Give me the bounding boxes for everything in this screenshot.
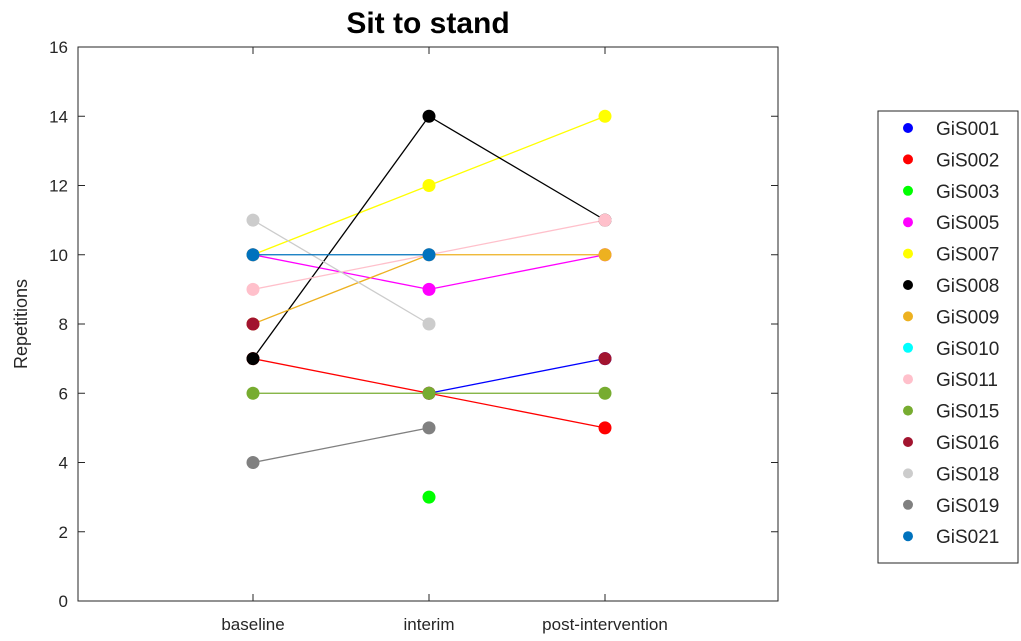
y-tick-label: 6: [59, 384, 68, 403]
legend-label: GiS003: [936, 182, 999, 203]
legend-marker: [903, 217, 913, 228]
series-line-gis007: [252, 184, 430, 256]
y-axis-label: Repetitions: [11, 279, 31, 369]
data-point-gis002: [598, 421, 612, 435]
data-point-gis016: [246, 317, 260, 331]
legend-marker: [903, 123, 913, 133]
series-line-gis018: [252, 219, 430, 325]
legend-marker: [903, 437, 913, 447]
legend-label: GiS011: [936, 370, 998, 391]
data-point-gis003: [422, 490, 436, 504]
series-line-gis009: [252, 254, 430, 325]
x-tick-label: post-intervention: [542, 615, 668, 634]
data-point-gis021: [246, 248, 260, 262]
data-point-gis018: [422, 317, 436, 331]
legend-marker: [903, 374, 913, 385]
legend-label: GiS018: [936, 464, 999, 485]
series-line-gis011: [428, 219, 606, 256]
legend-label: GiS008: [936, 276, 999, 297]
legend-marker: [903, 280, 913, 290]
series-line-gis001: [428, 357, 606, 394]
y-tick-label: 2: [59, 523, 68, 542]
x-axis: baseline interim post-intervention: [221, 47, 668, 634]
data-point-gis005: [422, 282, 436, 296]
data-point-gis018: [246, 213, 260, 227]
legend-marker: [903, 405, 913, 416]
legend-box: [877, 110, 1019, 564]
data-point-gis007: [598, 109, 612, 123]
legend-marker: [903, 154, 913, 165]
legend-marker: [903, 499, 913, 510]
series-points: [246, 109, 612, 504]
data-point-gis009: [598, 248, 612, 262]
legend-marker: [903, 342, 913, 353]
data-point-gis019: [422, 421, 436, 435]
legend-marker: [903, 185, 913, 196]
legend-label: GiS021: [936, 527, 999, 548]
data-point-gis011: [598, 213, 612, 227]
data-point-gis021: [422, 248, 436, 262]
series-line-gis008: [252, 115, 430, 360]
legend-label: GiS001: [936, 119, 999, 140]
x-tick-label: interim: [403, 615, 454, 634]
y-tick-label: 8: [59, 315, 68, 334]
chart-title: Sit to stand: [346, 7, 509, 40]
data-point-gis008: [246, 352, 260, 366]
data-point-gis015: [246, 386, 260, 400]
series-lines: [252, 115, 606, 464]
data-point-gis011: [246, 282, 260, 296]
y-tick-label: 16: [49, 38, 68, 57]
legend-label: GiS009: [936, 307, 999, 328]
legend-label: GiS019: [936, 496, 999, 517]
data-point-gis008: [422, 109, 436, 123]
legend-label: GiS007: [936, 245, 999, 266]
y-tick-label: 14: [49, 107, 68, 126]
x-tick-label: baseline: [221, 615, 284, 634]
legend-marker: [903, 248, 913, 259]
data-point-gis015: [598, 386, 612, 400]
y-tick-label: 12: [49, 177, 68, 196]
data-point-gis007: [422, 179, 436, 192]
legend: GiS001 GiS002 GiS003 GiS005 GiS007 GiS008 GiS0…: [877, 110, 1019, 564]
legend-label: GiS016: [936, 433, 999, 454]
y-axis: 0 2 4 6 8 10 12 14 16: [49, 38, 778, 611]
legend-marker: [903, 468, 913, 479]
y-tick-label: 4: [59, 454, 68, 473]
series-line-gis002: [428, 392, 606, 429]
legend-marker: [903, 531, 913, 542]
y-tick-label: 0: [59, 592, 68, 611]
legend-label: GiS010: [936, 339, 999, 360]
series-line-gis005: [428, 254, 606, 291]
data-point-gis016: [598, 352, 612, 366]
data-point-gis019: [246, 456, 260, 469]
legend-label: GiS015: [936, 402, 999, 423]
legend-label: GiS005: [936, 213, 999, 234]
legend-label: GiS002: [936, 150, 999, 171]
y-tick-label: 10: [49, 246, 68, 265]
series-line-gis007: [428, 115, 606, 187]
legend-marker: [903, 311, 913, 322]
series-line-gis008: [428, 115, 606, 221]
series-line-gis019: [252, 427, 430, 464]
data-point-gis015: [422, 386, 436, 400]
series-line-gis002: [252, 357, 430, 394]
